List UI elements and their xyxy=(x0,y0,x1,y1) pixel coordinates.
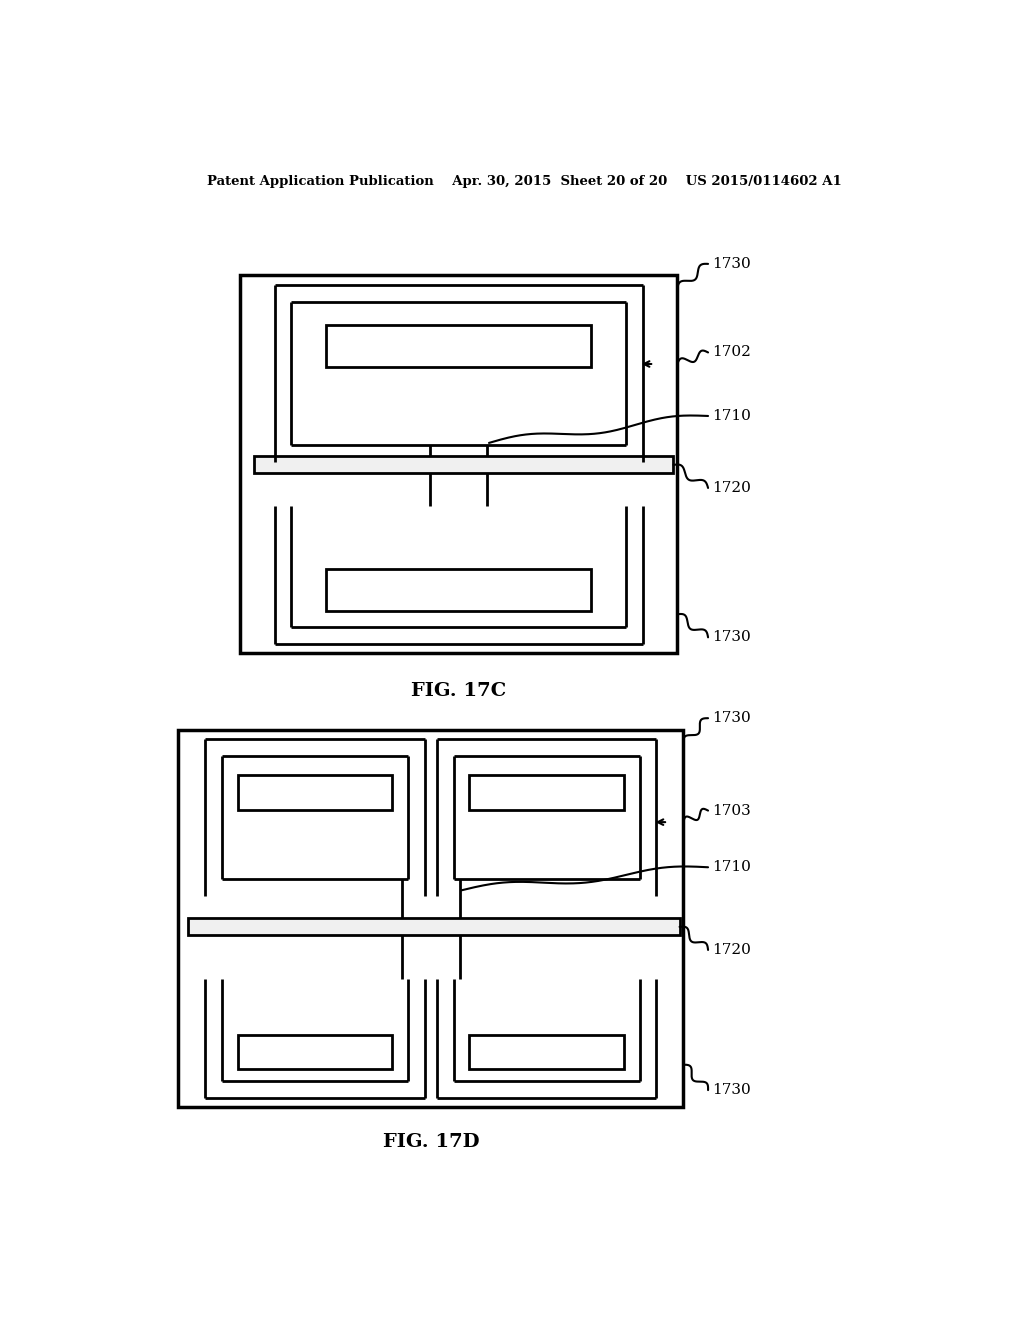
Bar xyxy=(238,1035,392,1069)
Text: FIG. 17D: FIG. 17D xyxy=(383,1133,479,1151)
Text: FIG. 17C: FIG. 17C xyxy=(411,682,506,700)
Bar xyxy=(238,775,392,810)
Text: 1720: 1720 xyxy=(712,942,751,957)
Text: 1730: 1730 xyxy=(712,1084,751,1097)
Text: 1710: 1710 xyxy=(712,861,751,874)
Bar xyxy=(326,569,591,611)
Bar xyxy=(187,919,680,936)
Bar xyxy=(254,457,674,474)
Text: 1730: 1730 xyxy=(712,631,751,644)
Bar xyxy=(178,730,683,1107)
Bar xyxy=(326,325,591,367)
Text: 1703: 1703 xyxy=(712,804,751,817)
Text: 1730: 1730 xyxy=(712,257,751,271)
Text: 1720: 1720 xyxy=(712,480,751,495)
Bar xyxy=(469,775,625,810)
Text: 1730: 1730 xyxy=(712,711,751,725)
Text: 1710: 1710 xyxy=(712,409,751,422)
Bar xyxy=(240,276,677,653)
Text: Patent Application Publication    Apr. 30, 2015  Sheet 20 of 20    US 2015/01146: Patent Application Publication Apr. 30, … xyxy=(208,176,842,187)
Text: 1702: 1702 xyxy=(712,346,751,359)
Bar xyxy=(469,1035,625,1069)
